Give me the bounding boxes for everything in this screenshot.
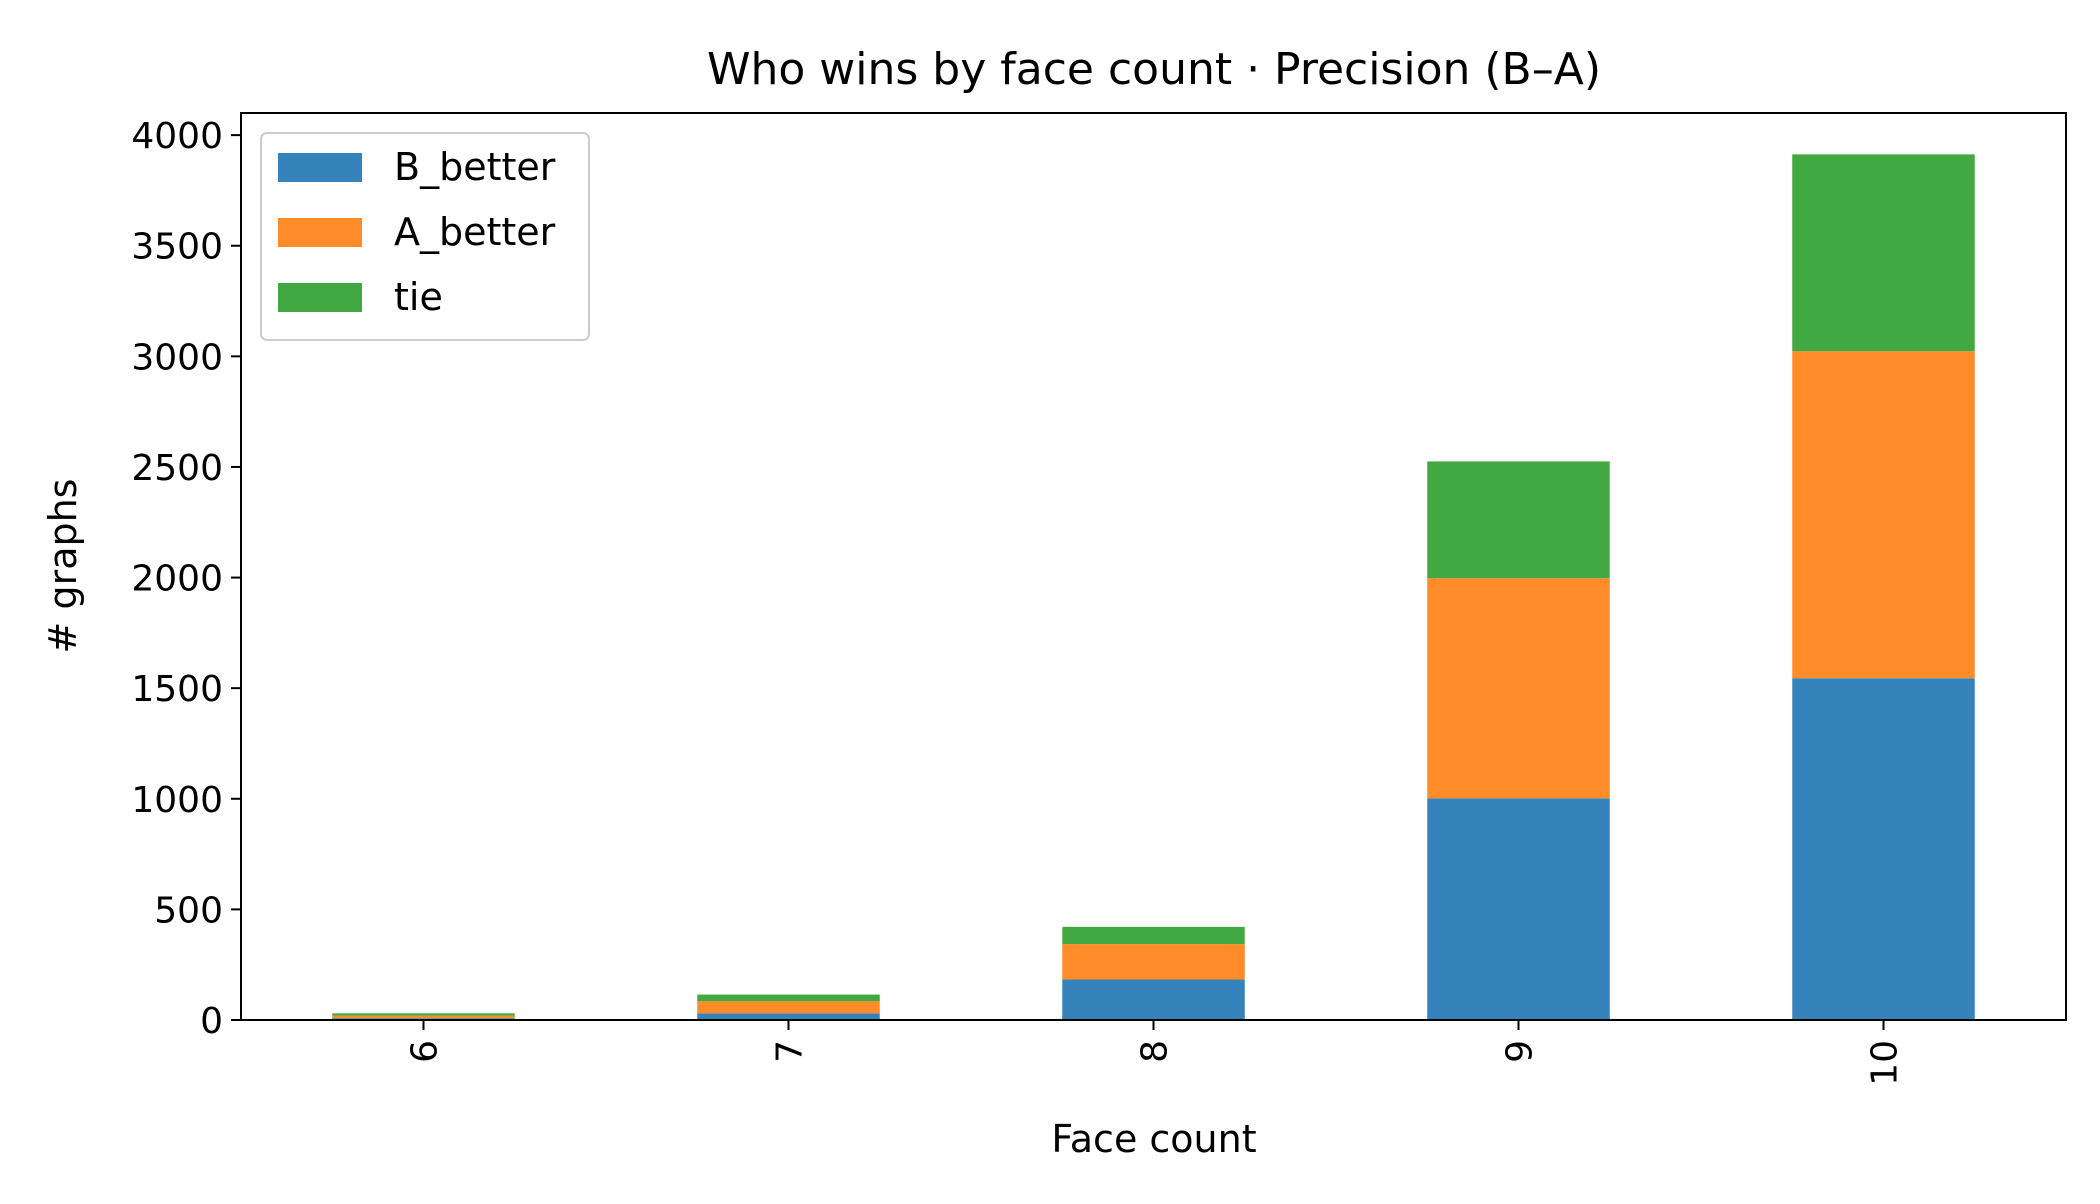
x-axis-label: Face count xyxy=(1051,1117,1256,1161)
y-tick-label: 3000 xyxy=(131,337,223,378)
bar-A_better-10 xyxy=(1792,351,1975,679)
chart-title: Who wins by face count · Precision (B–A) xyxy=(707,44,1601,95)
x-tick-label: 10 xyxy=(1865,1040,1906,1086)
bar-tie-9 xyxy=(1427,461,1610,579)
bar-A_better-9 xyxy=(1427,578,1610,799)
y-tick-label: 4000 xyxy=(131,116,223,157)
y-tick-label: 0 xyxy=(200,1001,223,1042)
bar-B_better-9 xyxy=(1427,798,1610,1020)
bars-layer xyxy=(332,154,1975,1020)
y-tick-label: 1500 xyxy=(131,669,223,710)
bar-A_better-8 xyxy=(1062,944,1245,980)
y-tick-label: 500 xyxy=(154,890,223,931)
x-tick-label: 9 xyxy=(1500,1040,1541,1063)
legend-swatch-tie xyxy=(278,283,362,312)
y-axis-label: # graphs xyxy=(41,479,85,654)
bar-A_better-7 xyxy=(697,1001,880,1014)
x-tick-label: 7 xyxy=(770,1040,811,1063)
y-tick-label: 1000 xyxy=(131,780,223,821)
y-tick-label: 2500 xyxy=(131,448,223,489)
bar-B_better-8 xyxy=(1062,979,1245,1020)
y-tick-label: 3500 xyxy=(131,227,223,268)
x-tick-label: 8 xyxy=(1135,1040,1176,1063)
bar-tie-7 xyxy=(697,994,880,1002)
bar-B_better-7 xyxy=(697,1013,880,1020)
axes-layer: 0 500 1000 1500 2000 2500 3000 3500 4000 6 7 8 9 10 xyxy=(131,112,2067,1086)
bar-A_better-6 xyxy=(332,1015,515,1019)
bar-tie-8 xyxy=(1062,926,1245,945)
y-tick-label: 2000 xyxy=(131,559,223,600)
legend-label-A_better: A_better xyxy=(394,210,556,254)
legend-swatch-B_better xyxy=(278,153,362,182)
bar-tie-6 xyxy=(332,1013,515,1016)
bar-tie-10 xyxy=(1792,154,1975,352)
legend-label-B_better: B_better xyxy=(394,145,556,189)
legend-label-tie: tie xyxy=(394,275,443,319)
legend-swatch-A_better xyxy=(278,218,362,247)
x-tick-label: 6 xyxy=(405,1040,446,1063)
bar-B_better-10 xyxy=(1792,678,1975,1020)
